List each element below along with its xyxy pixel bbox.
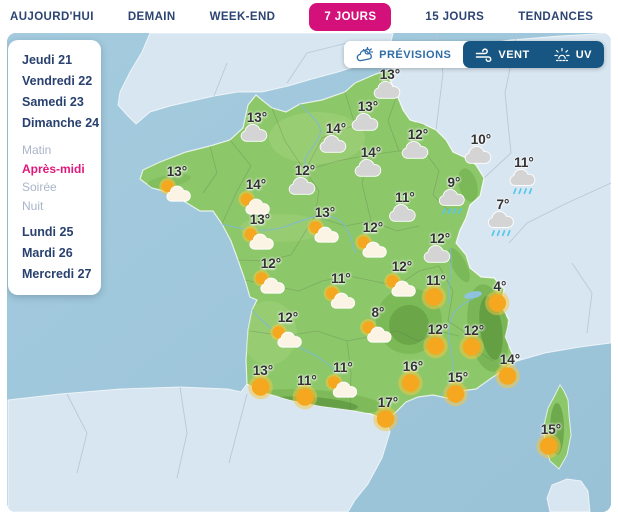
weather-map[interactable]: 13° 13° 13° 14° 12° 10° 14° 12° 11° 9° 7…: [7, 33, 611, 512]
sidebar-item-jeudi-21[interactable]: Jeudi 21: [22, 50, 72, 71]
sidebar-item-dimanche-24[interactable]: Dimanche 24: [22, 113, 99, 134]
wind-icon: [476, 47, 492, 62]
vent-label: VENT: [498, 48, 530, 61]
sidebar-item-samedi-23[interactable]: Samedi 23: [22, 92, 84, 113]
nav-tab-week-end[interactable]: WEEK-END: [209, 10, 276, 23]
uv-button[interactable]: UV: [542, 41, 604, 68]
mode-switch: PRÉVISIONS VENT: [344, 41, 604, 68]
dark-segment: VENT UV: [463, 41, 604, 68]
previsions-button[interactable]: PRÉVISIONS: [344, 41, 464, 68]
nav-tab-demain[interactable]: DEMAIN: [127, 10, 176, 23]
sidebar-item-mercredi-27[interactable]: Mercredi 27: [22, 264, 91, 285]
uv-rays-icon: [554, 47, 570, 62]
day-selector-panel: Jeudi 21 Vendredi 22 Samedi 23 Dimanche 24 …: [8, 40, 101, 295]
previsions-label: PRÉVISIONS: [379, 48, 452, 61]
vent-button[interactable]: VENT: [463, 41, 541, 68]
sidebar-item-soiree[interactable]: Soirée: [22, 178, 57, 197]
nav-tab-aujourd-hui[interactable]: AUJOURD'HUI: [10, 10, 94, 23]
times-group: Matin Après-midi Soirée Nuit: [22, 141, 95, 215]
sardinia-land: [546, 478, 591, 512]
days-group-top: Jeudi 21 Vendredi 22 Samedi 23 Dimanche 24: [22, 50, 99, 134]
nav-tab-tendances[interactable]: TENDANCES: [518, 10, 594, 23]
sidebar-item-apres-midi[interactable]: Après-midi: [22, 160, 85, 179]
nav-tab-15-jours[interactable]: 15 JOURS: [425, 10, 485, 23]
sidebar-item-vendredi-22[interactable]: Vendredi 22: [22, 71, 92, 92]
days-group-bottom: Lundi 25 Mardi 26 Mercredi 27: [22, 222, 95, 285]
forecast-range-tabs: AUJOURD'HUI DEMAIN WEEK-END 7 JOURS 15 JOURS…: [0, 0, 618, 33]
nav-tab-7-jours[interactable]: 7 JOURS: [309, 2, 392, 31]
sidebar-item-matin[interactable]: Matin: [22, 141, 51, 160]
sidebar-item-lundi-25[interactable]: Lundi 25: [22, 222, 73, 243]
uv-label: UV: [575, 48, 592, 61]
sidebar-item-mardi-26[interactable]: Mardi 26: [22, 243, 73, 264]
lake-geneva: [464, 291, 482, 299]
sidebar-item-nuit[interactable]: Nuit: [22, 197, 43, 216]
sun-cloud-icon: [356, 47, 374, 62]
